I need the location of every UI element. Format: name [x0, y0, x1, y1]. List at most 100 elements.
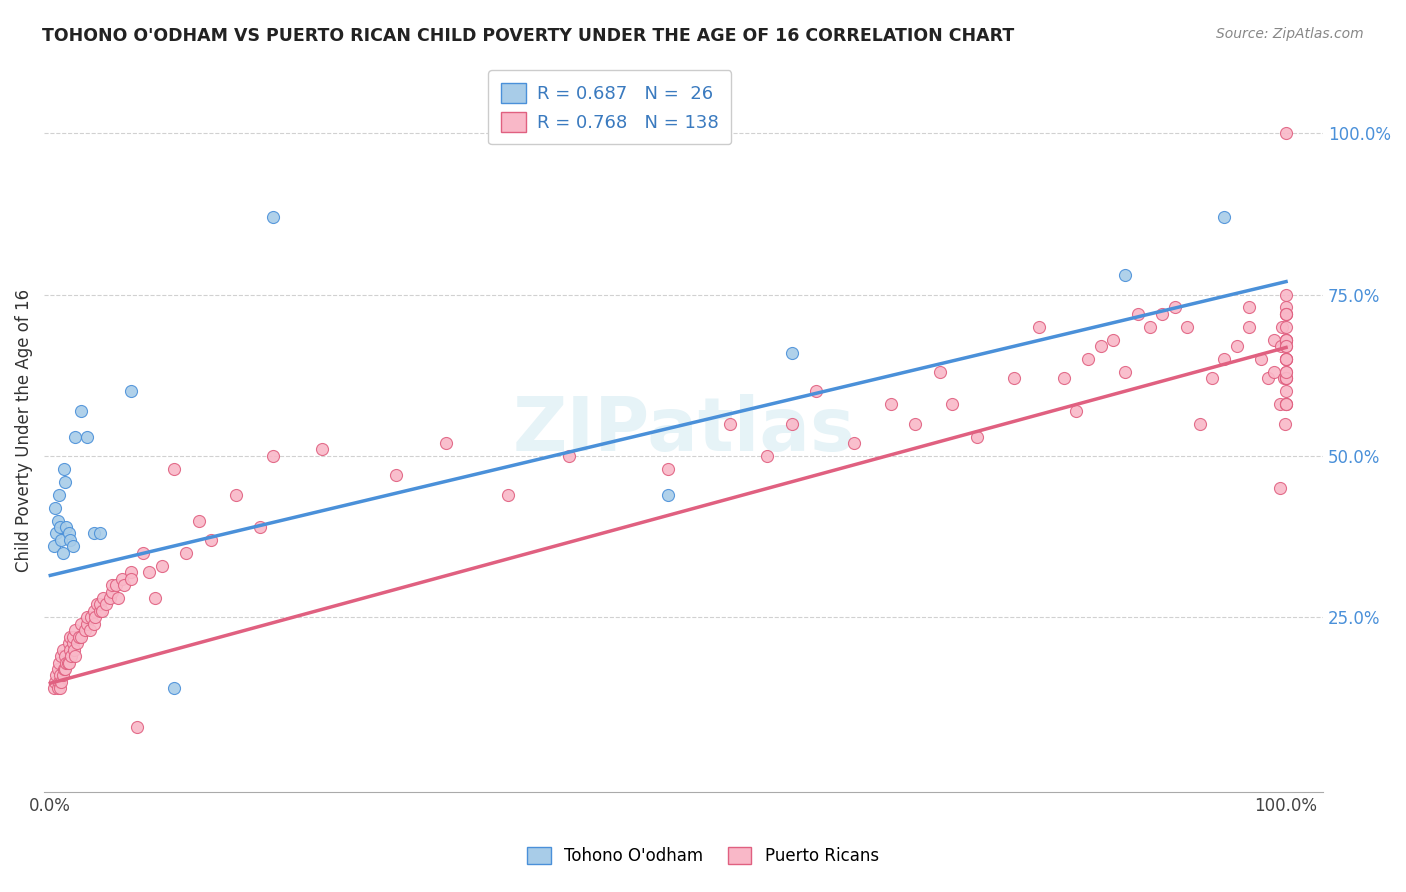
- Point: [104, 578, 127, 592]
- Point: [1052, 371, 1074, 385]
- Point: [1275, 301, 1298, 315]
- Point: [76, 610, 98, 624]
- Point: [101, 584, 124, 599]
- Point: [70, 403, 93, 417]
- Point: [79, 624, 101, 638]
- Point: [120, 572, 142, 586]
- Point: [1275, 365, 1298, 379]
- Point: [1275, 352, 1298, 367]
- Point: [966, 429, 988, 443]
- Point: [1188, 417, 1211, 431]
- Point: [1275, 397, 1298, 411]
- Point: [262, 449, 284, 463]
- Point: [225, 488, 247, 502]
- Point: [1114, 268, 1136, 282]
- Point: [1028, 319, 1050, 334]
- Point: [1272, 371, 1295, 385]
- Point: [1275, 352, 1298, 367]
- Point: [91, 604, 114, 618]
- Point: [1275, 319, 1298, 334]
- Point: [657, 488, 679, 502]
- Text: Source: ZipAtlas.com: Source: ZipAtlas.com: [1216, 27, 1364, 41]
- Point: [76, 616, 98, 631]
- Point: [1275, 371, 1298, 385]
- Point: [1275, 352, 1298, 367]
- Point: [1213, 210, 1236, 224]
- Point: [120, 384, 142, 399]
- Point: [83, 604, 105, 618]
- Point: [83, 610, 105, 624]
- Y-axis label: Child Poverty Under the Age of 16: Child Poverty Under the Age of 16: [15, 288, 32, 572]
- Point: [46, 662, 69, 676]
- Point: [86, 598, 108, 612]
- Point: [66, 636, 89, 650]
- Point: [80, 610, 103, 624]
- Point: [59, 642, 82, 657]
- Point: [83, 616, 105, 631]
- Point: [249, 520, 271, 534]
- Point: [385, 468, 408, 483]
- Point: [48, 656, 70, 670]
- Point: [44, 674, 66, 689]
- Point: [1275, 397, 1298, 411]
- Point: [558, 449, 581, 463]
- Point: [94, 598, 117, 612]
- Point: [1175, 319, 1198, 334]
- Point: [1114, 365, 1136, 379]
- Point: [1275, 365, 1298, 379]
- Point: [1226, 339, 1249, 353]
- Point: [49, 681, 72, 696]
- Point: [89, 526, 111, 541]
- Point: [904, 417, 927, 431]
- Point: [1268, 481, 1291, 495]
- Point: [1275, 384, 1298, 399]
- Point: [53, 475, 76, 489]
- Point: [1271, 319, 1294, 334]
- Point: [58, 656, 80, 670]
- Point: [1275, 333, 1298, 347]
- Point: [1263, 365, 1285, 379]
- Point: [1275, 126, 1298, 140]
- Legend: Tohono O'odham, Puerto Ricans: Tohono O'odham, Puerto Ricans: [517, 837, 889, 875]
- Point: [49, 520, 72, 534]
- Point: [51, 674, 73, 689]
- Point: [200, 533, 222, 547]
- Point: [51, 533, 73, 547]
- Point: [111, 572, 134, 586]
- Point: [1139, 319, 1161, 334]
- Point: [120, 565, 142, 579]
- Point: [1275, 371, 1298, 385]
- Point: [1077, 352, 1099, 367]
- Point: [56, 656, 79, 670]
- Point: [70, 616, 93, 631]
- Point: [1275, 339, 1298, 353]
- Point: [59, 533, 82, 547]
- Point: [163, 681, 186, 696]
- Point: [52, 462, 75, 476]
- Point: [1275, 307, 1298, 321]
- Point: [52, 642, 75, 657]
- Point: [93, 591, 115, 605]
- Point: [51, 649, 73, 664]
- Point: [83, 526, 105, 541]
- Point: [187, 514, 209, 528]
- Point: [62, 630, 84, 644]
- Text: ZIPatlas: ZIPatlas: [512, 393, 855, 467]
- Point: [496, 488, 519, 502]
- Point: [1275, 397, 1298, 411]
- Point: [53, 649, 76, 664]
- Point: [1274, 417, 1296, 431]
- Point: [1002, 371, 1025, 385]
- Point: [89, 598, 111, 612]
- Point: [780, 345, 803, 359]
- Point: [718, 417, 741, 431]
- Point: [756, 449, 779, 463]
- Point: [49, 668, 72, 682]
- Point: [1102, 333, 1125, 347]
- Point: [55, 656, 77, 670]
- Point: [1275, 333, 1298, 347]
- Point: [780, 417, 803, 431]
- Point: [879, 397, 901, 411]
- Point: [42, 681, 65, 696]
- Point: [59, 630, 82, 644]
